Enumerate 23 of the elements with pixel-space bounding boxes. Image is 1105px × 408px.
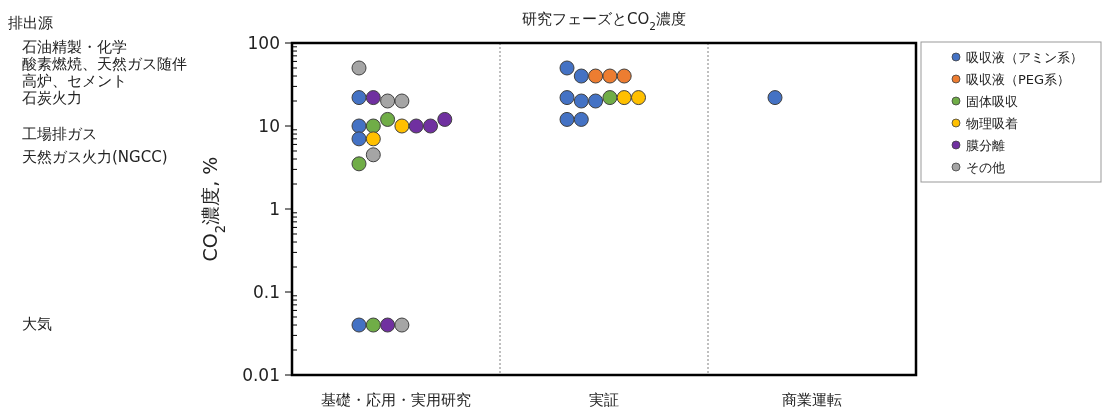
- x-tick-label: 商業運転: [782, 391, 842, 408]
- y-tick-label: 0.01: [242, 365, 280, 385]
- text: 石油精製・化学: [22, 38, 127, 56]
- legend-label: 膜分離: [966, 138, 1005, 153]
- y-tick-label: 10: [258, 116, 280, 136]
- text: 石炭火力: [22, 89, 82, 107]
- x-tick-label: 基礎・応用・実用研究: [321, 391, 471, 408]
- legend-label: 吸収液（PEG系）: [966, 72, 1071, 87]
- chart-title: 研究フェーズとCO$_{2}$濃度: [522, 10, 686, 32]
- text: 高炉、セメント: [22, 72, 127, 90]
- text: 排出源: [8, 14, 53, 32]
- text: 酸素燃焼、天然ガス随伴: [22, 55, 187, 73]
- text: 大気: [22, 315, 52, 333]
- x-tick-label: 実証: [589, 391, 619, 408]
- text: 工場排ガス: [22, 125, 97, 143]
- y-tick-label: 0.1: [252, 282, 280, 302]
- legend-label: その他: [966, 160, 1005, 175]
- text: 天然ガス火力(NGCC): [22, 148, 168, 166]
- legend-label: 物理吸着: [966, 116, 1018, 131]
- legend-label: 固体吸収: [966, 94, 1018, 109]
- y-tick-label: 100: [247, 33, 280, 53]
- legend-label: 吸収液（アミン系）: [966, 50, 1083, 65]
- y-tick-label: 1: [269, 199, 280, 219]
